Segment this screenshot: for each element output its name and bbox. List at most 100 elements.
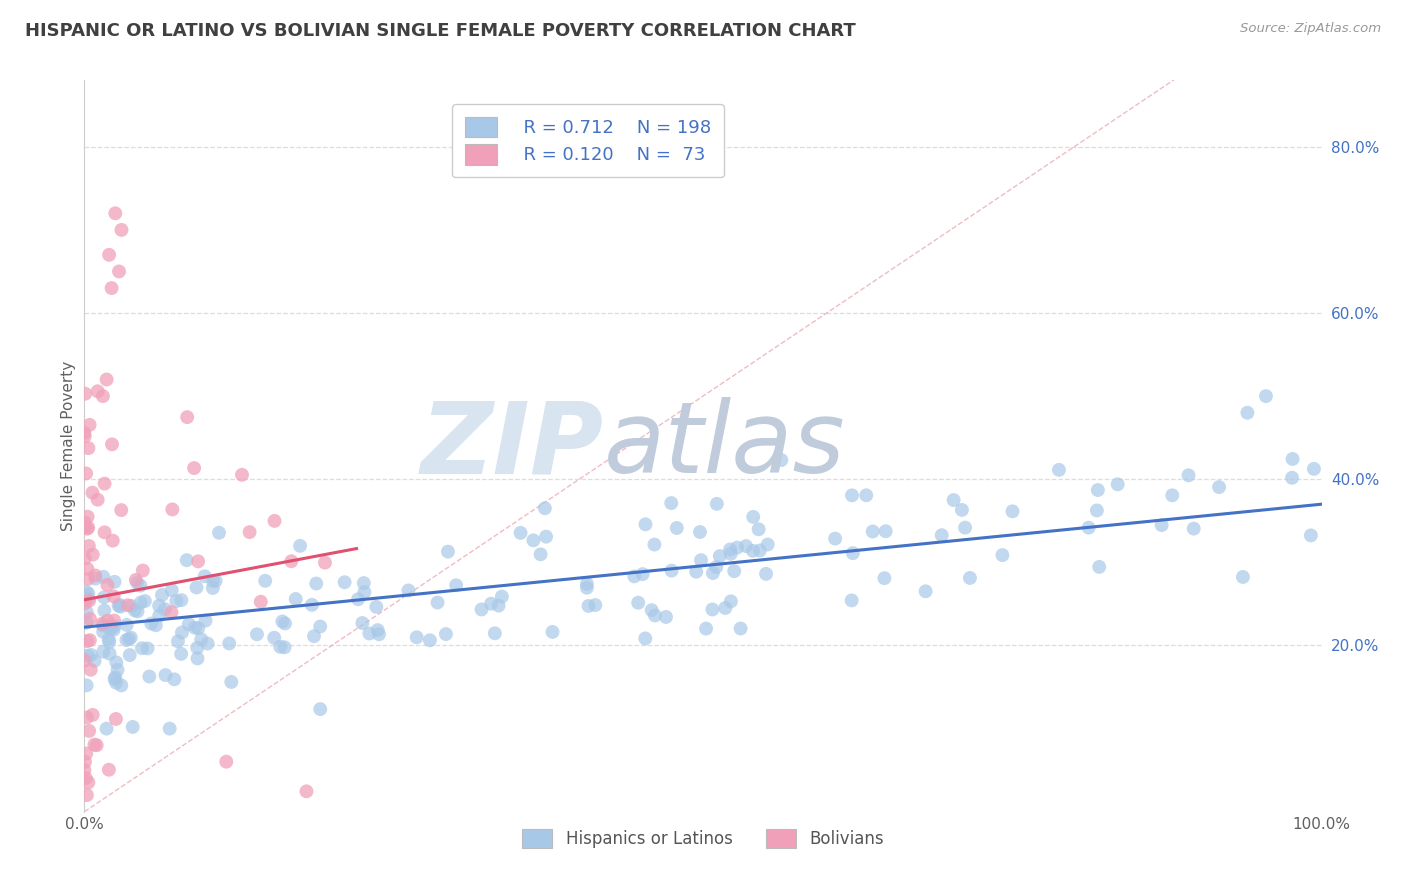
Point	[353, 576, 375, 591]
Point	[170, 593, 193, 607]
Point	[148, 608, 170, 623]
Point	[333, 575, 356, 590]
Point	[942, 493, 965, 508]
Point	[107, 599, 129, 613]
Point	[101, 437, 124, 451]
Point	[93, 525, 115, 540]
Point	[136, 641, 159, 656]
Point	[170, 625, 193, 640]
Text: Source: ZipAtlas.com: Source: ZipAtlas.com	[1240, 22, 1381, 36]
Point	[824, 532, 846, 546]
Point	[249, 595, 271, 609]
Point	[162, 502, 184, 516]
Point	[118, 648, 141, 662]
Point	[77, 520, 100, 534]
Point	[73, 551, 96, 566]
Point	[695, 622, 717, 636]
Point	[288, 539, 311, 553]
Point	[96, 372, 118, 386]
Point	[914, 584, 936, 599]
Point	[91, 570, 114, 584]
Point	[1236, 406, 1258, 420]
Point	[76, 522, 98, 536]
Point	[218, 636, 240, 650]
Point	[1299, 528, 1322, 542]
Point	[479, 597, 502, 611]
Y-axis label: Single Female Poverty: Single Female Poverty	[60, 361, 76, 531]
Point	[194, 614, 217, 628]
Point	[723, 564, 745, 578]
Point	[735, 539, 758, 553]
Point	[86, 384, 108, 399]
Point	[627, 596, 650, 610]
Point	[160, 605, 183, 619]
Point	[79, 417, 101, 432]
Point	[1208, 480, 1230, 494]
Point	[314, 556, 336, 570]
Point	[640, 603, 662, 617]
Point	[96, 722, 118, 736]
Point	[201, 581, 224, 595]
Point	[1150, 518, 1173, 533]
Point	[187, 621, 209, 635]
Point	[93, 476, 115, 491]
Point	[873, 571, 896, 585]
Point	[770, 453, 793, 467]
Point	[359, 626, 381, 640]
Point	[950, 503, 973, 517]
Point	[702, 602, 724, 616]
Point	[93, 591, 115, 605]
Point	[83, 738, 105, 752]
Point	[77, 775, 100, 789]
Point	[634, 517, 657, 532]
Point	[215, 755, 238, 769]
Point	[103, 623, 125, 637]
Point	[1281, 471, 1303, 485]
Point	[623, 569, 645, 583]
Point	[98, 635, 121, 649]
Point	[75, 386, 97, 401]
Point	[75, 467, 97, 481]
Point	[748, 522, 770, 536]
Point	[117, 599, 139, 613]
Point	[177, 617, 200, 632]
Point	[91, 389, 114, 403]
Point	[110, 599, 132, 614]
Point	[104, 206, 127, 220]
Point	[121, 720, 143, 734]
Point	[91, 645, 114, 659]
Point	[685, 565, 707, 579]
Point	[187, 554, 209, 568]
Point	[131, 641, 153, 656]
Point	[76, 648, 98, 663]
Point	[101, 533, 124, 548]
Point	[366, 599, 388, 614]
Point	[73, 755, 96, 769]
Text: atlas: atlas	[605, 398, 845, 494]
Text: ZIP: ZIP	[420, 398, 605, 494]
Point	[437, 544, 460, 558]
Point	[643, 538, 665, 552]
Point	[73, 520, 96, 534]
Point	[141, 616, 163, 631]
Point	[84, 568, 107, 582]
Point	[634, 632, 657, 646]
Point	[484, 626, 506, 640]
Point	[97, 763, 120, 777]
Point	[108, 598, 131, 612]
Point	[86, 738, 108, 752]
Point	[77, 593, 100, 607]
Point	[352, 615, 374, 630]
Point	[127, 604, 149, 618]
Point	[522, 533, 544, 548]
Point	[842, 546, 865, 560]
Point	[73, 429, 96, 443]
Point	[305, 576, 328, 591]
Point	[841, 488, 863, 502]
Point	[103, 590, 125, 604]
Point	[80, 663, 103, 677]
Point	[129, 596, 152, 610]
Point	[534, 501, 557, 516]
Point	[1254, 389, 1277, 403]
Text: HISPANIC OR LATINO VS BOLIVIAN SINGLE FEMALE POVERTY CORRELATION CHART: HISPANIC OR LATINO VS BOLIVIAN SINGLE FE…	[25, 22, 856, 40]
